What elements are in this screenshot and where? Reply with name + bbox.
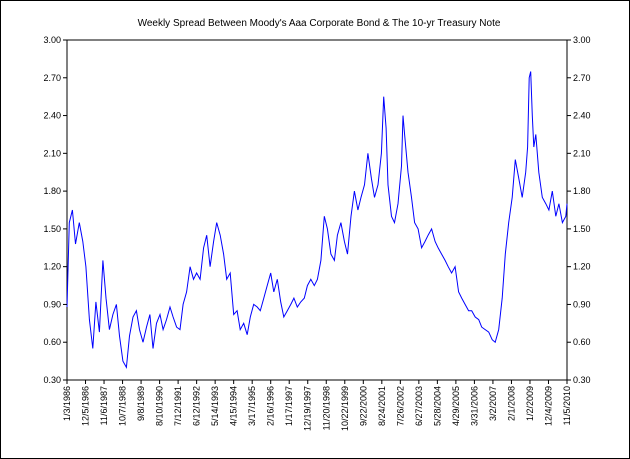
y-tick-label-left: 1.20 [43,262,61,272]
x-tick-label: 5/28/2004 [432,386,442,426]
x-tick-label: 7/26/2002 [395,386,405,426]
x-tick-label: 5/14/1993 [210,386,220,426]
y-tick-label-right: 1.50 [573,224,591,234]
x-tick-label: 12/4/2009 [543,386,553,426]
x-tick-label: 9/22/2000 [358,386,368,426]
y-tick-label-left: 0.30 [43,375,61,385]
y-tick-label-right: 1.80 [573,186,591,196]
y-tick-label-left: 1.80 [43,186,61,196]
y-tick-label-right: 0.30 [573,375,591,385]
x-tick-label: 2/1/2008 [506,386,516,421]
x-tick-label: 8/24/2001 [377,386,387,426]
y-tick-label-right: 0.90 [573,299,591,309]
x-tick-label: 12/5/1986 [81,386,91,426]
y-tick-label-right: 2.40 [573,111,591,121]
y-tick-label-left: 3.00 [43,35,61,45]
y-tick-label-left: 2.40 [43,111,61,121]
y-tick-label-right: 2.10 [573,148,591,158]
x-tick-label: 10/22/1999 [340,386,350,431]
y-tick-label-left: 0.90 [43,299,61,309]
y-tick-label-left: 1.50 [43,224,61,234]
x-tick-label: 3/31/2006 [469,386,479,426]
x-tick-label: 6/27/2003 [414,386,424,426]
series-group [66,71,568,370]
x-tick-label: 9/8/1989 [136,386,146,421]
y-tick-label-left: 2.70 [43,73,61,83]
x-tick-label: 1/2/2009 [525,386,535,421]
x-tick-label: 1/17/1997 [284,386,294,426]
x-tick-label: 3/2/2007 [488,386,498,421]
x-axis: 1/3/1986 12/5/1986 11/6/1987 10/7/1988 9/8/1… [62,380,572,431]
x-tick-label: 3/17/1995 [247,386,257,426]
x-tick-label: 8/10/1990 [155,386,165,426]
x-tick-label: 4/29/2005 [451,386,461,426]
x-tick-label: 4/15/1994 [229,386,239,426]
x-tick-label: 7/12/1991 [173,386,183,426]
y-tick-label-right: 0.60 [573,337,591,347]
x-tick-label: 6/12/1992 [192,386,202,426]
x-tick-label: 10/7/1988 [118,386,128,426]
y-tick-label-right: 1.20 [573,262,591,272]
x-tick-label: 2/16/1996 [266,386,276,426]
series-line [66,71,568,370]
y-tick-label-right: 3.00 [573,35,591,45]
x-tick-label: 1/3/1986 [62,386,72,421]
x-tick-label: 12/19/1997 [303,386,313,431]
y-tick-label-left: 0.60 [43,337,61,347]
y-tick-label-right: 2.70 [573,73,591,83]
y-axis: 0.30 0.30 0.60 0.60 0.90 0.90 1.20 1.20 1.50 1.50… [43,35,590,385]
x-tick-label: 11/6/1987 [99,386,109,425]
x-tick-label: 11/5/2010 [562,386,572,425]
chart-title: Weekly Spread Between Moody's Aaa Corpor… [138,18,501,29]
x-tick-label: 11/20/1998 [321,386,331,430]
y-tick-label-left: 2.10 [43,148,61,158]
plot-area [66,39,568,381]
